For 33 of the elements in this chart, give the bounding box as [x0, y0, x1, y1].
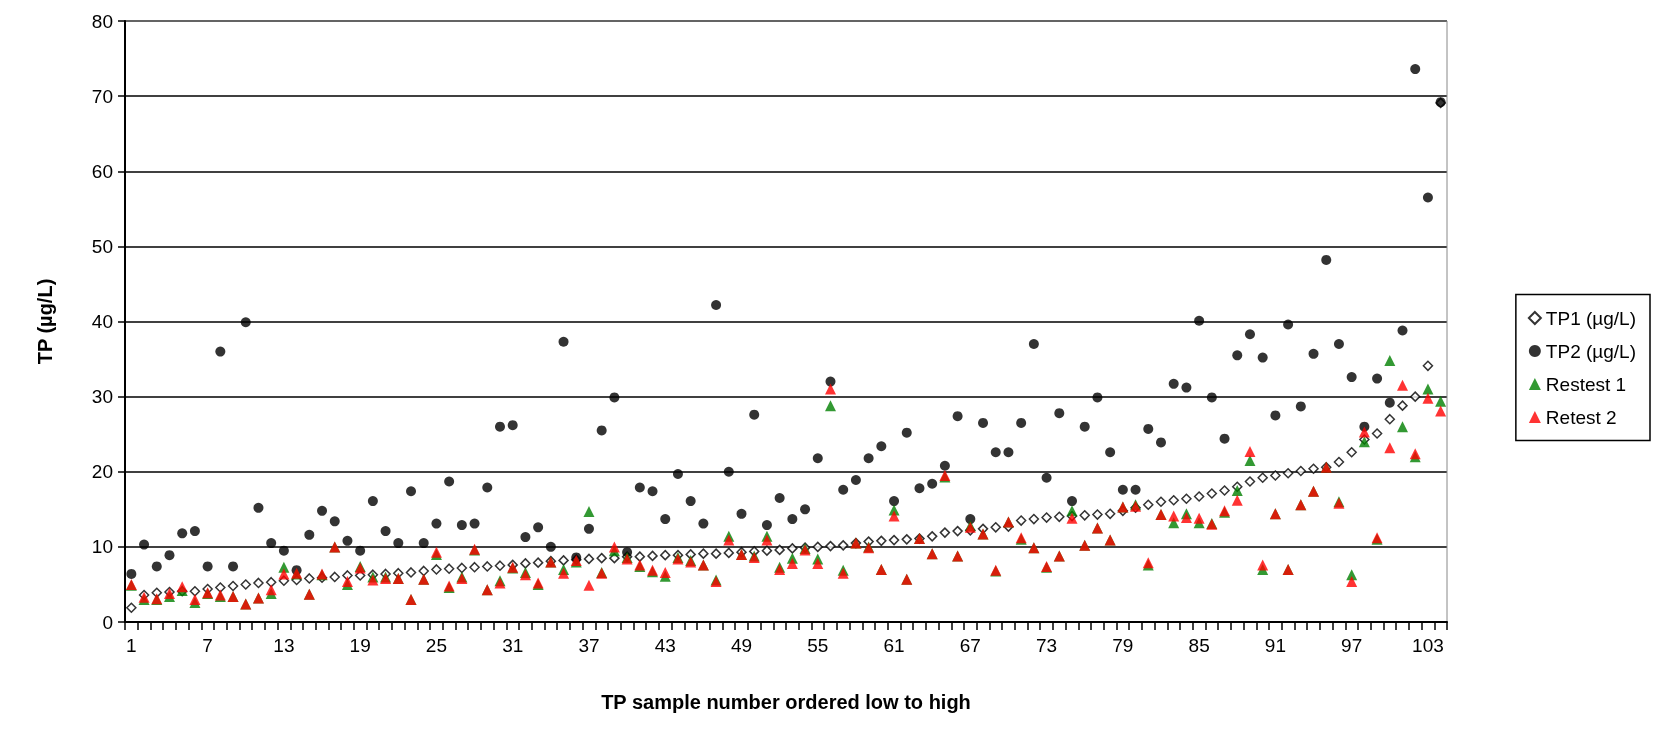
x-tick-label: 25: [425, 635, 447, 656]
y-axis-title: TP (µg/L): [34, 278, 56, 365]
x-tick-label: 61: [883, 635, 905, 656]
x-tick-label: 19: [349, 635, 371, 656]
x-tick-label: 43: [654, 635, 676, 656]
x-tick-label: 91: [1264, 635, 1286, 656]
y-tick-label: 0: [102, 611, 113, 633]
legend-label: Restest 1: [1545, 373, 1627, 395]
x-axis-title: TP sample number ordered low to high: [601, 691, 971, 713]
y-tick-label: 70: [91, 85, 113, 107]
x-tick-label: 13: [273, 635, 295, 656]
legend-label: TP2 (µg/L): [1545, 340, 1636, 362]
y-tick-label: 40: [91, 311, 113, 332]
x-tick-label: 1: [126, 635, 137, 656]
x-tick-label: 73: [1036, 635, 1058, 656]
x-tick-label: 49: [730, 635, 753, 656]
x-tick-label: 79: [1112, 635, 1134, 656]
x-tick-label: 7: [202, 635, 213, 656]
y-tick-label: 80: [91, 10, 113, 32]
y-tick-label: 50: [91, 235, 113, 257]
x-tick-label: 85: [1188, 635, 1210, 656]
x-tick-label: 67: [959, 635, 981, 656]
x-tick-label: 37: [578, 635, 600, 656]
y-tick-label: 10: [91, 536, 113, 558]
y-tick-label: 20: [91, 461, 113, 483]
y-tick-label: 30: [91, 386, 113, 408]
legend-label: Retest 2: [1545, 406, 1617, 428]
x-tick-label: 31: [502, 635, 524, 656]
x-tick-label: 97: [1341, 635, 1363, 656]
x-tick-label: 55: [807, 635, 829, 656]
x-tick-label: 103: [1412, 635, 1444, 656]
legend-label: TP1 (µg/L): [1545, 307, 1636, 329]
y-tick-label: 60: [91, 160, 113, 182]
